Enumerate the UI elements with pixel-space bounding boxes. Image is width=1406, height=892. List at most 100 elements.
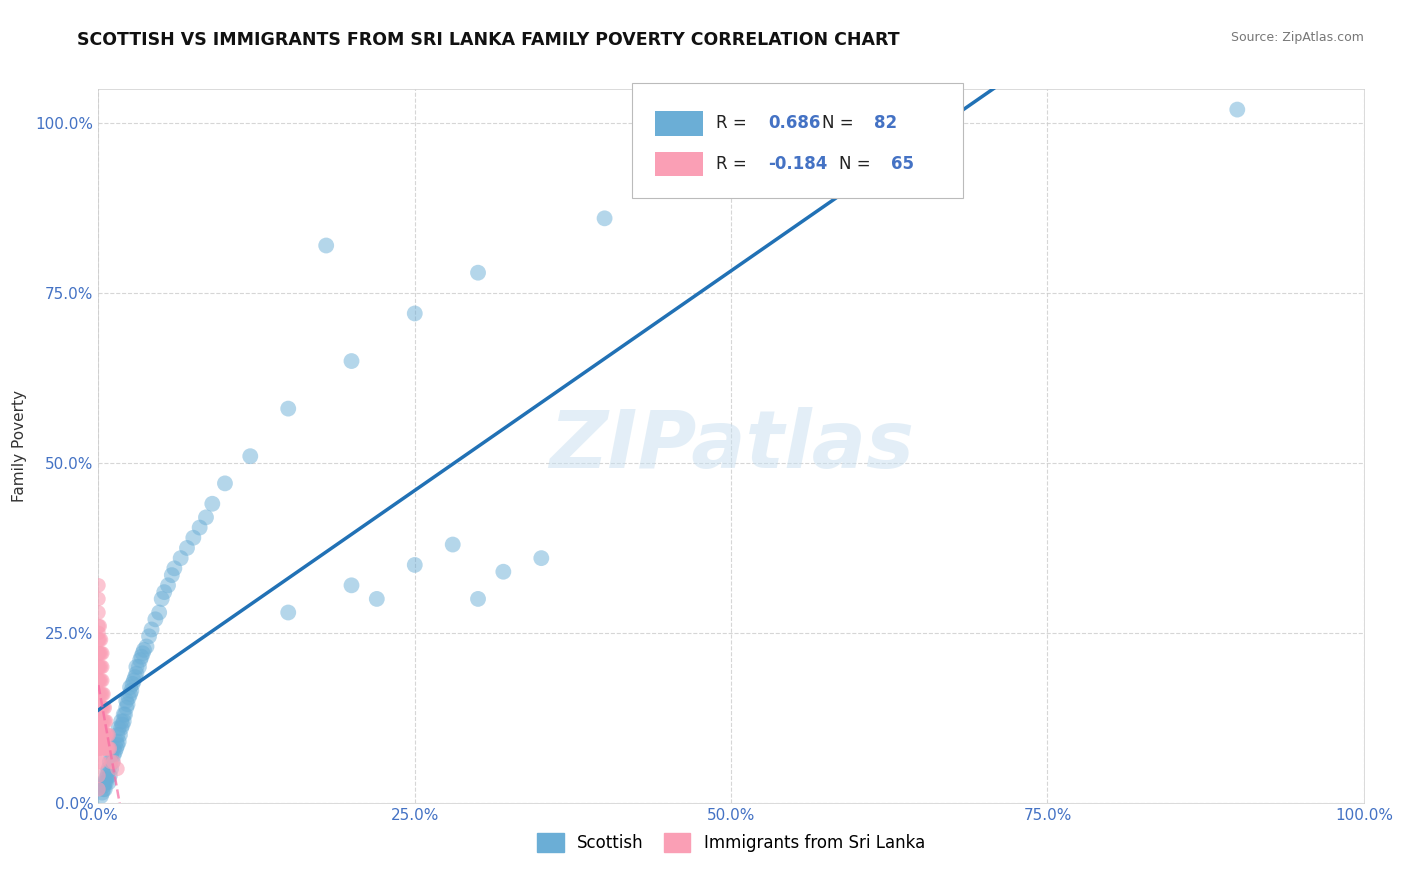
Point (87, 606, 110, 620)
Point (118, 690, 141, 705)
Point (90, 660, 112, 674)
Point (128, 660, 150, 674)
Point (94, 728, 117, 742)
Point (340, 354, 363, 368)
Point (96, 741, 118, 756)
Point (120, 680, 141, 694)
Point (94, 741, 117, 756)
Point (105, 741, 128, 756)
Text: N =: N = (838, 155, 876, 173)
Point (110, 714, 132, 729)
Text: R =: R = (716, 114, 752, 132)
Point (97, 762, 120, 776)
Point (101, 755, 124, 769)
Point (148, 606, 170, 620)
Point (135, 640, 157, 654)
Point (138, 629, 160, 643)
Point (89, 632, 111, 647)
Point (87, 646, 110, 660)
Point (90, 714, 112, 729)
Point (277, 401, 299, 416)
Point (90, 673, 112, 688)
Point (120, 683, 142, 698)
Point (441, 537, 464, 551)
Point (108, 728, 131, 742)
Point (91, 687, 114, 701)
Point (492, 565, 515, 579)
Point (91, 646, 114, 660)
Point (783, 178, 806, 192)
Point (89, 673, 111, 688)
Point (201, 497, 224, 511)
Point (100, 762, 122, 776)
Point (145, 612, 166, 626)
Point (87, 728, 110, 742)
Text: 65: 65 (890, 155, 914, 173)
Point (87, 714, 110, 729)
Point (91, 660, 114, 674)
Point (315, 238, 337, 252)
Text: SCOTTISH VS IMMIGRANTS FROM SRI LANKA FAMILY POVERTY CORRELATION CHART: SCOTTISH VS IMMIGRANTS FROM SRI LANKA FA… (77, 31, 900, 49)
Text: 0.686: 0.686 (768, 114, 820, 132)
Point (160, 568, 183, 582)
Point (131, 649, 153, 664)
Point (214, 476, 236, 491)
Point (530, 551, 553, 566)
Point (150, 591, 173, 606)
Point (340, 578, 363, 592)
Point (90, 728, 112, 742)
Point (188, 520, 211, 534)
Point (90, 789, 112, 803)
Point (467, 591, 489, 606)
Point (91, 786, 114, 800)
Point (125, 666, 148, 681)
Point (87, 755, 110, 769)
Point (115, 700, 138, 714)
FancyBboxPatch shape (655, 112, 703, 136)
Point (89, 700, 111, 714)
Point (98, 755, 121, 769)
Point (141, 623, 163, 637)
Point (89, 660, 111, 674)
Point (93, 782, 115, 797)
Point (100, 748, 122, 763)
FancyBboxPatch shape (633, 84, 963, 198)
Point (89, 755, 111, 769)
Point (105, 734, 128, 748)
Point (93, 714, 117, 729)
Text: R =: R = (716, 155, 752, 173)
Point (100, 755, 122, 769)
Point (194, 510, 218, 524)
Point (89, 619, 111, 633)
Point (96, 728, 118, 742)
Point (93, 779, 115, 793)
Point (97, 775, 120, 789)
Point (87, 700, 110, 714)
Point (90, 632, 112, 647)
Point (366, 591, 388, 606)
Point (107, 728, 129, 742)
Point (103, 741, 125, 756)
Point (91, 700, 114, 714)
Point (89, 728, 111, 742)
Point (176, 541, 198, 555)
Text: 82: 82 (875, 114, 897, 132)
Y-axis label: Family Poverty: Family Poverty (13, 390, 27, 502)
Point (87, 741, 110, 756)
Point (183, 531, 205, 545)
Legend: Scottish, Immigrants from Sri Lanka: Scottish, Immigrants from Sri Lanka (530, 826, 932, 859)
Point (593, 211, 616, 226)
Point (98, 769, 121, 783)
Point (87, 660, 110, 674)
Point (93, 714, 115, 729)
Point (132, 643, 155, 657)
Text: Source: ZipAtlas.com: Source: ZipAtlas.com (1230, 31, 1364, 45)
Point (90, 687, 112, 701)
Point (129, 653, 152, 667)
Point (404, 558, 426, 572)
Point (107, 738, 129, 752)
Point (277, 606, 299, 620)
Point (87, 769, 110, 783)
Point (163, 561, 186, 575)
Point (107, 762, 129, 776)
